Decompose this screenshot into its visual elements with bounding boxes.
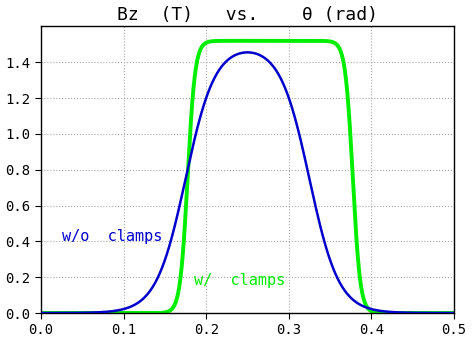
Title: Bz  (T)   vs.    θ (rad): Bz (T) vs. θ (rad) (117, 5, 378, 24)
Text: w/o  clamps: w/o clamps (62, 229, 162, 245)
Text: w/  clamps: w/ clamps (194, 273, 285, 288)
